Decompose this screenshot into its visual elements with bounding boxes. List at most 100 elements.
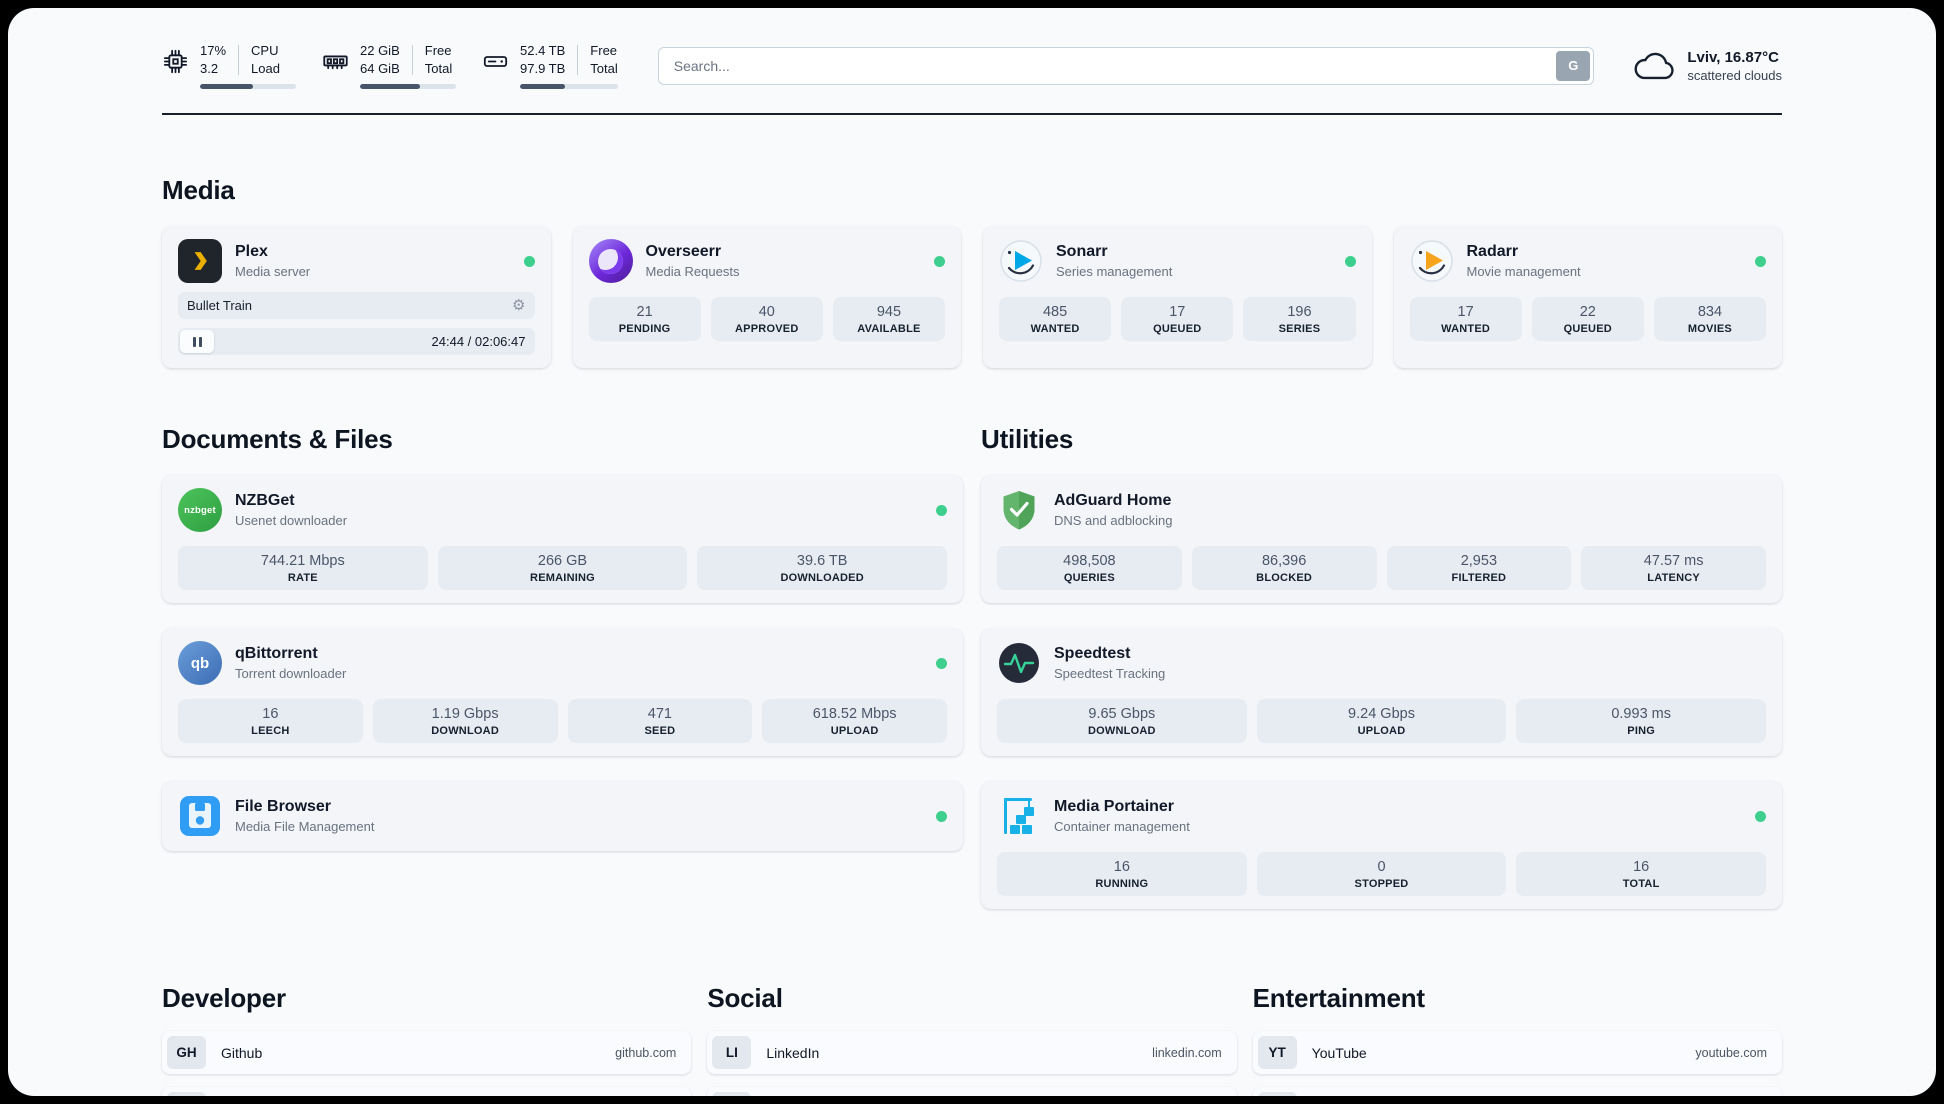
status-online-dot (936, 657, 947, 669)
cpu-labels: CPU Load (251, 42, 280, 78)
media-section-title: Media (162, 175, 235, 206)
netflix-icon: NF (1257, 1092, 1297, 1096)
adguard-card[interactable]: AdGuard Home DNS and adblocking 498,508 … (981, 475, 1782, 604)
bookmark-twitter[interactable]: TW Twitter twitter.com (707, 1087, 1237, 1096)
stat-wanted: 485 WANTED (999, 297, 1112, 342)
service-subtitle: Media Requests (645, 264, 740, 280)
status-online-dot (936, 504, 947, 516)
stat-latency: 47.57 ms LATENCY (1581, 546, 1766, 591)
service-subtitle: Series management (1056, 264, 1173, 280)
section-entertainment: Entertainment YT YouTube youtube.com NF … (1252, 983, 1782, 1096)
cloud-icon (1632, 49, 1676, 83)
disk-widget: 52.4 TB 97.9 TB Free Total (482, 42, 618, 90)
ram-widget: 22 GiB 64 GiB Free Total (322, 42, 456, 90)
cpu-widget: 17% 3.2 CPU Load (162, 42, 296, 90)
ram-icon (322, 48, 349, 75)
pause-button[interactable] (180, 330, 214, 354)
stat-series: 196 SERIES (1243, 297, 1356, 342)
github-icon: GH (167, 1036, 206, 1070)
filebrowser-icon (178, 794, 222, 838)
bookmark-netflix[interactable]: NF Netflix netflix.com (1252, 1087, 1782, 1096)
service-name: Media Portainer (1054, 798, 1175, 816)
section-utilities: Utilities (981, 424, 1782, 910)
filebrowser-card[interactable]: File Browser Media File Management (162, 781, 963, 852)
stat-available: 945 AVAILABLE (832, 297, 946, 342)
cpu-chip-icon (162, 48, 189, 75)
section-media: Media Plex Media server (162, 175, 1782, 369)
disk-values: 52.4 TB 97.9 TB (520, 42, 565, 78)
cpu-usage-fill (200, 84, 253, 90)
cpu-percent: 17% (200, 43, 227, 58)
weather-widget: Lviv, 16.87°C scattered clouds (1632, 49, 1782, 83)
disk-labels: Free Total (590, 42, 617, 78)
cpu-load-avg: 3.2 (200, 61, 219, 77)
portainer-card[interactable]: Media Portainer Container management 16 … (981, 781, 1782, 910)
status-online-dot (1344, 255, 1356, 267)
social-section-title: Social (707, 983, 783, 1014)
stat-download: 9.65 Gbps DOWNLOAD (997, 699, 1247, 744)
speedtest-pulse-icon (997, 641, 1041, 685)
disk-free: 52.4 TB (520, 43, 566, 58)
ram-free-label: Free (424, 43, 452, 58)
bookmark-stackoverflow[interactable]: SO StackOverflow stackoverflow.com (162, 1087, 692, 1096)
top-bar: 17% 3.2 CPU Load (162, 42, 1782, 90)
qbittorrent-card[interactable]: qb qBittorrent Torrent downloader 16 (162, 628, 963, 757)
disk-total-label: Total (590, 61, 618, 77)
stat-wanted: 17 WANTED (1409, 297, 1522, 342)
sonarr-card[interactable]: Sonarr Series management 485 WANTED 17 Q… (983, 226, 1372, 369)
header-divider (162, 113, 1782, 116)
stat-pending: 21 PENDING (588, 297, 701, 342)
ram-usage-fill (360, 84, 421, 90)
stat-rate: 744.21 Mbps RATE (178, 546, 428, 591)
radarr-icon (1410, 239, 1454, 283)
stat-leech: 16 LEECH (178, 699, 363, 744)
now-playing-row: Bullet Train ⚙ (178, 292, 535, 320)
status-online-dot (523, 255, 535, 267)
nzbget-icon: nzbget (178, 488, 222, 533)
service-name: Sonarr (1056, 243, 1108, 261)
service-name: Overseerr (645, 243, 722, 261)
status-online-dot (1755, 810, 1766, 822)
widget-divider (577, 45, 579, 76)
youtube-icon: YT (1257, 1036, 1297, 1070)
bookmark-github[interactable]: GH Github github.com (162, 1031, 692, 1075)
disk-usage-bar (520, 84, 618, 90)
service-name: NZBGet (235, 492, 295, 510)
nzbget-card[interactable]: nzbget NZBGet Usenet downloader 744.21 M… (162, 475, 963, 604)
sonarr-icon (999, 239, 1043, 283)
playback-time: 24:44 / 02:06:47 (431, 334, 526, 350)
ram-values: 22 GiB 64 GiB (360, 42, 400, 78)
dashboard-screen: 17% 3.2 CPU Load (8, 8, 1936, 1096)
speedtest-card[interactable]: Speedtest Speedtest Tracking 9.65 Gbps D… (981, 628, 1782, 757)
service-name: Speedtest (1054, 645, 1131, 663)
overseerr-card[interactable]: Overseerr Media Requests 21 PENDING 40 A… (572, 226, 961, 369)
service-name: qBittorrent (235, 645, 318, 663)
service-subtitle: Media File Management (235, 819, 375, 835)
stat-upload: 9.24 Gbps UPLOAD (1256, 699, 1507, 744)
ram-free: 22 GiB (360, 43, 400, 58)
adguard-shield-icon (997, 488, 1041, 532)
search-bar: G (657, 46, 1595, 85)
stat-approved: 40 APPROVED (710, 297, 823, 342)
search-input[interactable] (661, 57, 1557, 74)
service-name: Plex (235, 243, 268, 261)
stat-queries: 498,508 QUERIES (997, 546, 1182, 591)
stat-seed: 471 SEED (567, 699, 753, 744)
cpu-usage-bar (200, 84, 296, 90)
qbittorrent-icon: qb (178, 641, 222, 686)
developer-section-title: Developer (162, 983, 286, 1014)
stat-download: 1.19 Gbps DOWNLOAD (372, 699, 558, 744)
stat-movies: 834 MOVIES (1653, 297, 1767, 342)
radarr-card[interactable]: Radarr Movie management 17 WANTED 22 QUE… (1393, 226, 1782, 369)
gear-icon[interactable]: ⚙ (512, 296, 526, 315)
section-social: Social LI LinkedIn linkedin.com TW Twitt… (707, 983, 1237, 1096)
ram-total: 64 GiB (360, 61, 400, 77)
bookmark-linkedin[interactable]: LI LinkedIn linkedin.com (707, 1031, 1237, 1075)
disk-usage-fill (520, 84, 565, 90)
plex-card[interactable]: Plex Media server Bullet Train ⚙ 24:44 /… (162, 226, 551, 369)
bookmark-youtube[interactable]: YT YouTube youtube.com (1252, 1031, 1782, 1075)
service-subtitle: Container management (1054, 819, 1190, 835)
service-subtitle: Media server (235, 264, 311, 280)
stat-total: 16 TOTAL (1516, 852, 1767, 897)
search-engine-button[interactable]: G (1556, 50, 1591, 81)
